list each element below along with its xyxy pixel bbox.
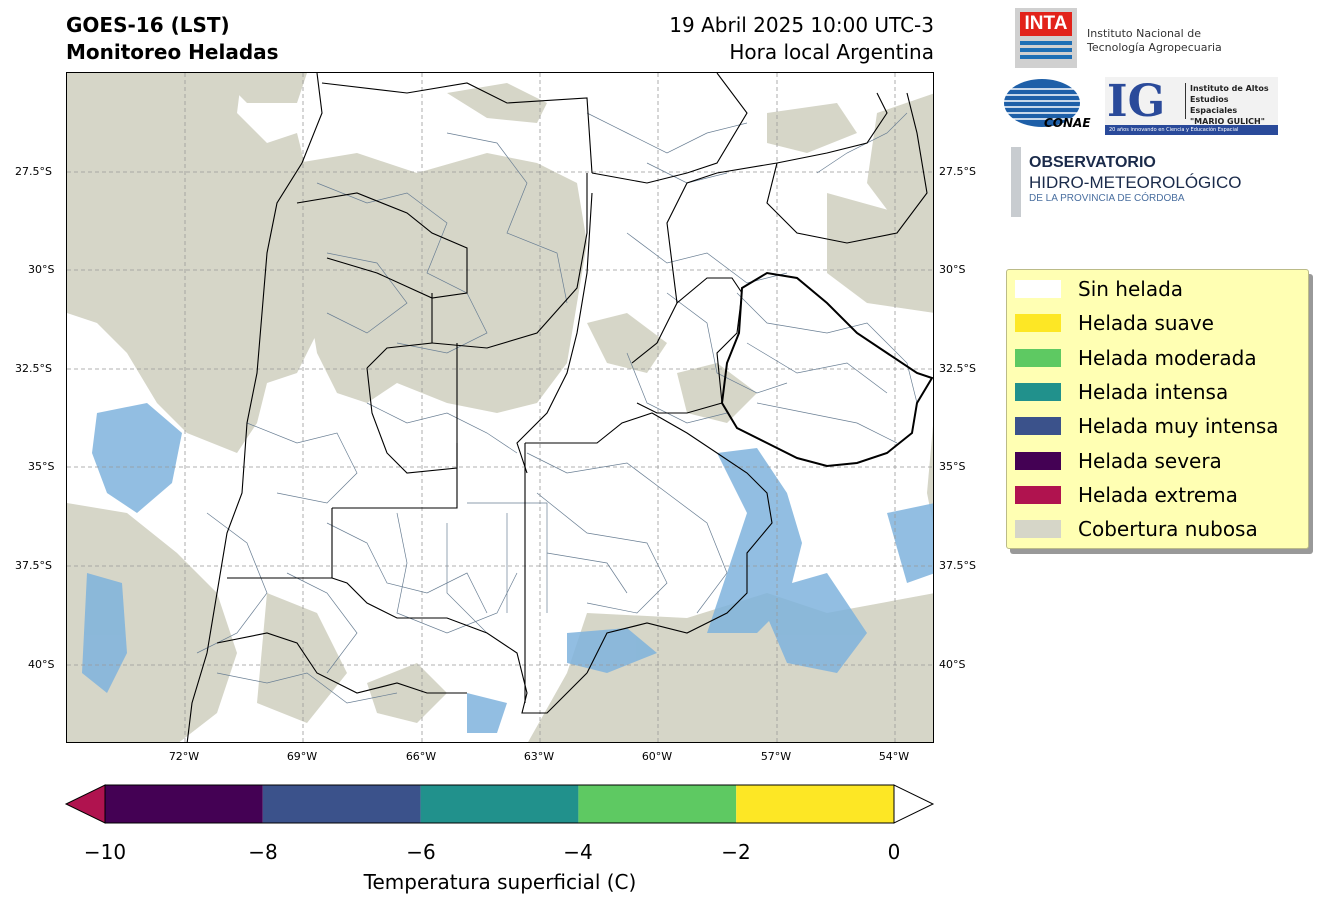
observatorio-line2: HIDRO-METEOROLÓGICO	[1029, 173, 1242, 192]
legend-swatch	[1015, 451, 1061, 470]
lat-tick-right-5: 37.5°S	[939, 559, 976, 572]
colorbar-frame	[104, 784, 895, 824]
lon-tick-6: 57°W	[760, 750, 792, 763]
legend-label: Helada muy intensa	[1078, 414, 1279, 439]
legend-item: Cobertura nubosa	[1015, 517, 1258, 541]
colorbar-tick-1: −10	[83, 840, 127, 864]
legend-label: Helada severa	[1078, 448, 1222, 473]
title-line-2: Monitoreo Heladas	[66, 40, 279, 64]
legend-item: Helada muy intensa	[1015, 414, 1279, 438]
date-line: 19 Abril 2025 10:00 UTC-3	[669, 13, 934, 37]
legend-item: Helada severa	[1015, 449, 1222, 473]
legend-swatch	[1015, 280, 1061, 298]
lon-tick-3: 66°W	[405, 750, 437, 763]
lon-tick-4: 63°W	[523, 750, 555, 763]
ig-name-line2: Estudios Espaciales	[1190, 95, 1238, 115]
colorbar-segment	[736, 785, 894, 823]
legend-swatch	[1015, 314, 1061, 333]
observatorio-logo: OBSERVATORIO HIDRO-METEOROLÓGICO DE LA P…	[1029, 153, 1242, 205]
legend-swatch	[1015, 348, 1061, 367]
lat-tick-left-6: 40°S	[28, 658, 55, 671]
legend-box: Sin helada Helada suave Helada moderada Hel…	[1006, 269, 1309, 549]
colorbar-segment	[105, 785, 263, 823]
colorbar-tick-6: 0	[887, 840, 901, 864]
legend-item: Helada moderada	[1015, 346, 1257, 370]
map-panel[interactable]	[66, 72, 934, 743]
legend-item: Sin helada	[1015, 277, 1183, 301]
uruguay-border	[720, 271, 933, 468]
inta-name-line2: Tecnología Agropecuaria	[1087, 41, 1222, 54]
conae-globe-icon	[1004, 79, 1080, 127]
colorbar	[64, 784, 935, 824]
legend-swatch	[1015, 520, 1061, 539]
lat-tick-left-2: 30°S	[28, 263, 55, 276]
conae-logo: CONAE	[1004, 79, 1092, 133]
legend-label: Helada extrema	[1078, 482, 1238, 507]
observatorio-bar	[1011, 147, 1021, 217]
lat-tick-right-4: 35°S	[939, 460, 966, 473]
lat-tick-right-2: 30°S	[939, 263, 966, 276]
lat-tick-left-1: 27.5°S	[15, 165, 52, 178]
ig-acronym: IG	[1107, 76, 1166, 127]
legend-item: Helada intensa	[1015, 380, 1228, 404]
map-svg	[67, 73, 933, 742]
lon-tick-5: 60°W	[641, 750, 673, 763]
legend-item: Helada suave	[1015, 311, 1214, 335]
ig-banner: 20 años innovando en Ciencia y Educación…	[1105, 125, 1278, 135]
legend-swatch	[1015, 485, 1061, 504]
colorbar-label: Temperatura superficial (C)	[363, 870, 637, 894]
observatorio-line3: DE LA PROVINCIA DE CÓRDOBA	[1029, 193, 1185, 204]
colorbar-segment	[262, 785, 421, 823]
colorbar-tick-3: −6	[406, 840, 436, 864]
colorbar-segment	[578, 785, 737, 823]
legend-label: Cobertura nubosa	[1078, 517, 1258, 542]
colorbar-tick-2: −8	[248, 840, 278, 864]
legend-label: Helada suave	[1078, 311, 1214, 336]
inta-acronym: INTA	[1020, 12, 1072, 36]
title-line-1: GOES-16 (LST)	[66, 13, 230, 37]
water-areas	[82, 403, 933, 733]
lat-tick-left-4: 35°S	[28, 460, 55, 473]
legend-swatch	[1015, 417, 1061, 436]
colorbar-segment	[420, 785, 579, 823]
legend-label: Helada intensa	[1078, 379, 1229, 404]
inta-name-line1: Instituto Nacional de	[1087, 27, 1201, 40]
department-boundaries	[196, 112, 918, 704]
lat-tick-right-1: 27.5°S	[939, 165, 976, 178]
legend-item: Helada extrema	[1015, 483, 1238, 507]
map-title: GOES-16 (LST) Monitoreo Heladas	[66, 12, 279, 66]
lat-tick-right-3: 32.5°S	[939, 362, 976, 375]
colorbar-under-arrow	[64, 784, 106, 824]
date-block: 19 Abril 2025 10:00 UTC-3 Hora local Arg…	[669, 12, 934, 66]
province-boundaries	[186, 73, 928, 742]
lon-tick-1: 72°W	[168, 750, 200, 763]
colorbar-tick-4: −4	[563, 840, 593, 864]
ig-name: Instituto de Altos Estudios Espaciales "…	[1190, 83, 1278, 127]
colorbar-tick-5: −2	[721, 840, 751, 864]
ig-name-line3: "MARIO GULICH"	[1190, 117, 1265, 126]
observatorio-line1: OBSERVATORIO	[1029, 154, 1156, 171]
inta-name: Instituto Nacional de Tecnología Agropec…	[1087, 27, 1222, 55]
colorbar-over-arrow	[893, 784, 935, 824]
lat-tick-left-5: 37.5°S	[15, 559, 52, 572]
lon-tick-2: 69°W	[286, 750, 318, 763]
ig-name-line1: Instituto de Altos	[1190, 84, 1269, 93]
local-time-line: Hora local Argentina	[729, 40, 934, 64]
lon-tick-7: 54°W	[878, 750, 910, 763]
legend-swatch	[1015, 382, 1061, 401]
legend-label: Helada moderada	[1078, 345, 1257, 370]
lat-tick-right-6: 40°S	[939, 658, 966, 671]
ig-logo: IG Instituto de Altos Estudios Espaciale…	[1105, 77, 1278, 135]
conae-text: CONAE	[1044, 116, 1091, 130]
lat-tick-left-3: 32.5°S	[15, 362, 52, 375]
inta-logo: INTA	[1015, 8, 1077, 68]
legend-label: Sin helada	[1078, 277, 1184, 301]
